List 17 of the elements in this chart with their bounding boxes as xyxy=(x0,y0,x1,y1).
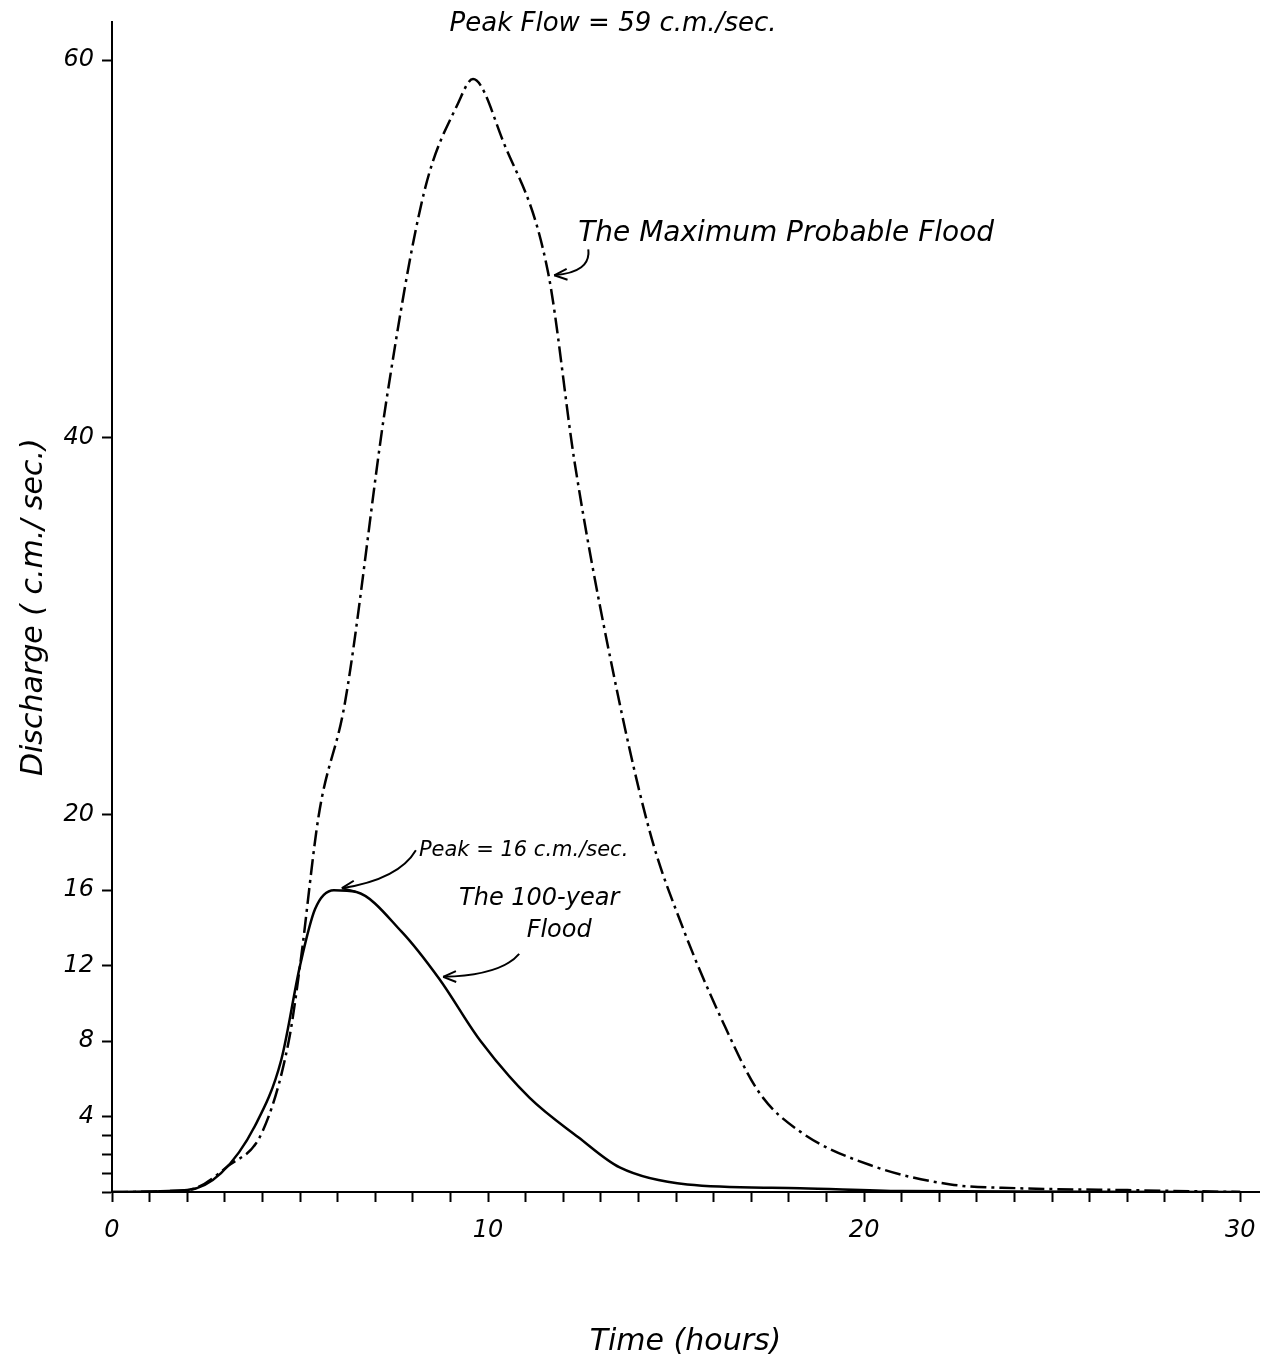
x-axis-title: Time (hours) xyxy=(589,1321,782,1357)
y-tick-label: 60 xyxy=(63,44,94,73)
y-tick-label: 16 xyxy=(63,874,94,903)
x-tick-label: 0 xyxy=(104,1214,120,1243)
x-tick-label: 10 xyxy=(472,1214,504,1243)
series-label: The Maximum Probable Flood xyxy=(578,214,995,248)
y-tick-label: 4 xyxy=(78,1100,94,1129)
x-tick-label: 30 xyxy=(1224,1214,1256,1243)
series-label: The 100-year Flood xyxy=(459,883,622,944)
x-tick-label: 20 xyxy=(848,1214,880,1243)
y-tick-label: 12 xyxy=(63,949,94,978)
annotation: Peak = 16 c.m./sec. xyxy=(418,836,629,861)
annotation: Peak Flow = 59 c.m./sec. xyxy=(449,6,777,37)
y-axis-title: Discharge ( c.m./ sec.) xyxy=(13,438,49,777)
y-tick-label: 40 xyxy=(63,421,94,450)
y-tick-label: 8 xyxy=(78,1025,94,1054)
y-tick-label: 20 xyxy=(63,798,94,827)
